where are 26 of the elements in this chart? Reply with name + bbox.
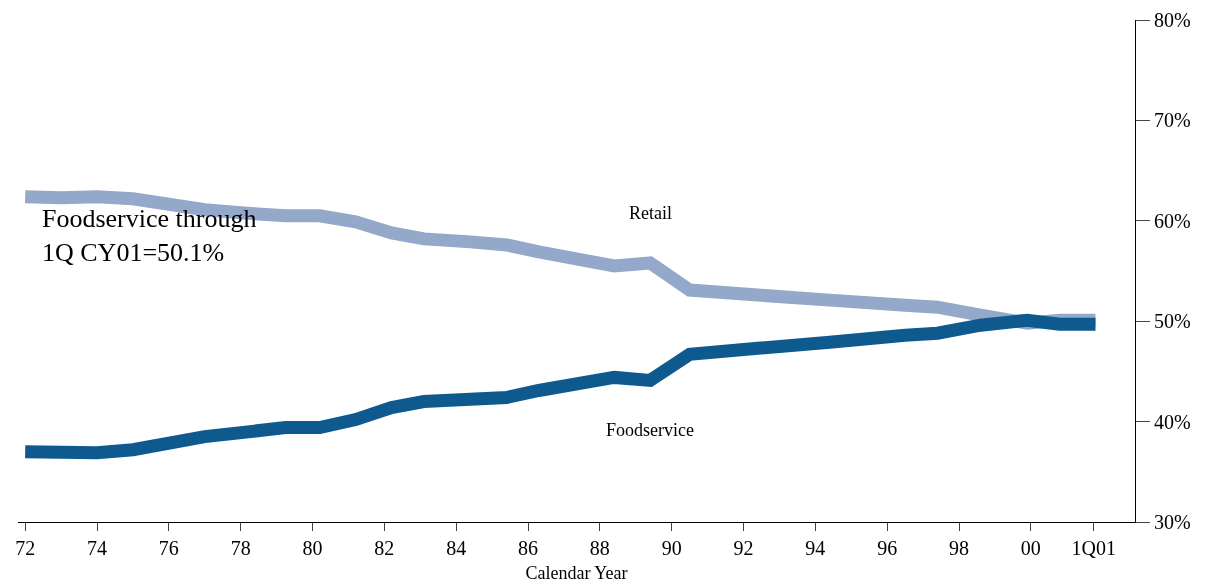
x-tick-label: 72 <box>15 537 36 559</box>
x-tick-label: 90 <box>661 537 682 559</box>
y-tick-label: 80% <box>1154 9 1191 31</box>
x-tick-label: 84 <box>446 537 467 559</box>
x-tick-label: 94 <box>805 537 826 559</box>
x-tick-label: 92 <box>733 537 754 559</box>
x-tick-label: 78 <box>230 537 251 559</box>
y-tick-label: 50% <box>1154 310 1191 333</box>
x-tick-label: 80 <box>302 537 323 559</box>
y-tick-label: 70% <box>1154 109 1191 132</box>
x-tick-label: 82 <box>374 537 395 559</box>
text: Foodservice <box>606 420 694 440</box>
x-tick-label: 1Q01 <box>1071 537 1116 559</box>
x-tick-label: 74 <box>87 537 108 559</box>
x-tick-label: 98 <box>949 537 970 559</box>
y-tick-label: 30% <box>1154 511 1191 533</box>
x-tick-label: 86 <box>518 537 539 559</box>
text: Retail <box>629 203 672 223</box>
x-axis-title: Calendar Year <box>525 563 628 584</box>
y-tick-label: 40% <box>1154 410 1191 433</box>
y-tick-label: 60% <box>1154 209 1191 232</box>
x-tick-label: 00 <box>1020 537 1041 559</box>
x-tick-label: 96 <box>877 537 898 559</box>
x-tick-label: 88 <box>589 537 610 559</box>
x-tick-label: 76 <box>158 537 179 559</box>
annotation: Foodservice through 1Q CY01=50.1% <box>42 204 257 267</box>
